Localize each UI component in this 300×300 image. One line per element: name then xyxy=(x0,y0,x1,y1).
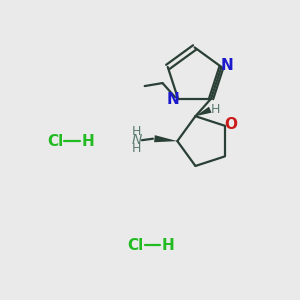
Text: H: H xyxy=(132,142,141,155)
Polygon shape xyxy=(195,107,212,116)
Text: N: N xyxy=(166,92,179,107)
Text: H: H xyxy=(132,125,141,138)
Text: N: N xyxy=(220,58,233,73)
Text: Cl: Cl xyxy=(127,238,143,253)
Text: H: H xyxy=(162,238,175,253)
Text: Cl: Cl xyxy=(47,134,63,148)
Text: H: H xyxy=(82,134,94,148)
Text: O: O xyxy=(225,117,238,132)
Text: H: H xyxy=(211,103,220,116)
Text: N: N xyxy=(131,133,142,147)
Polygon shape xyxy=(154,135,177,142)
